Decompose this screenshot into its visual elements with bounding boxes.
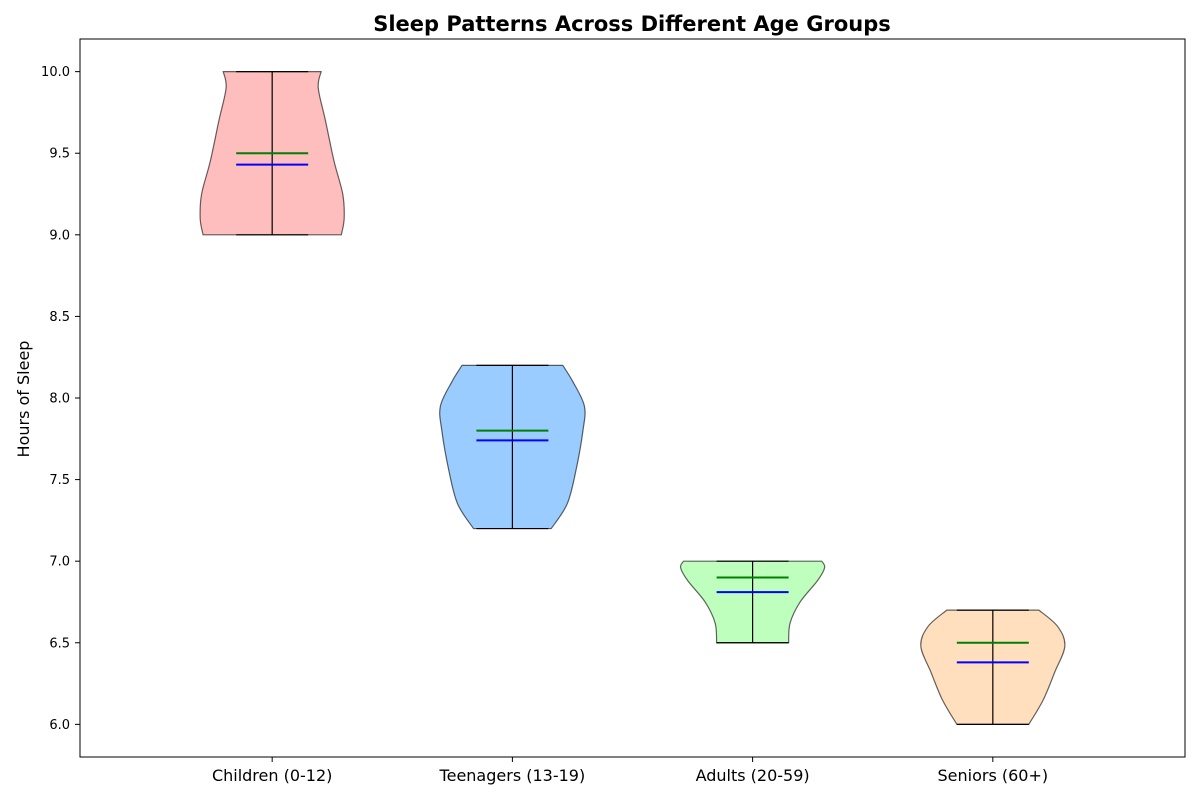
chart-title: Sleep Patterns Across Different Age Grou…: [373, 12, 891, 36]
y-tick-label: 9.5: [49, 147, 70, 162]
y-tick-label: 10.0: [41, 65, 70, 80]
y-tick-label: 7.5: [49, 473, 70, 488]
x-tick-label: Adults (20-59): [696, 766, 810, 785]
plot-frame: [79, 38, 1186, 758]
plot-area: 6.0 6.5 7.0 7.5 8.0 8.5 9.0 9.5 10.0 Children (0-…: [41, 65, 1066, 785]
y-tick-label: 8.0: [49, 392, 70, 407]
y-tick-label: 6.0: [49, 718, 70, 733]
y-tick-label: 9.0: [49, 228, 70, 243]
y-tick-label: 8.5: [49, 310, 70, 325]
y-tick-label: 7.0: [49, 555, 70, 570]
y-axis-label: Hours of Sleep: [14, 341, 33, 458]
x-tick-label: Teenagers (13-19): [439, 766, 586, 785]
x-tick-label: Seniors (60+): [938, 766, 1049, 785]
y-tick-label: 6.5: [49, 636, 70, 651]
x-tick-label: Children (0-12): [212, 766, 332, 785]
